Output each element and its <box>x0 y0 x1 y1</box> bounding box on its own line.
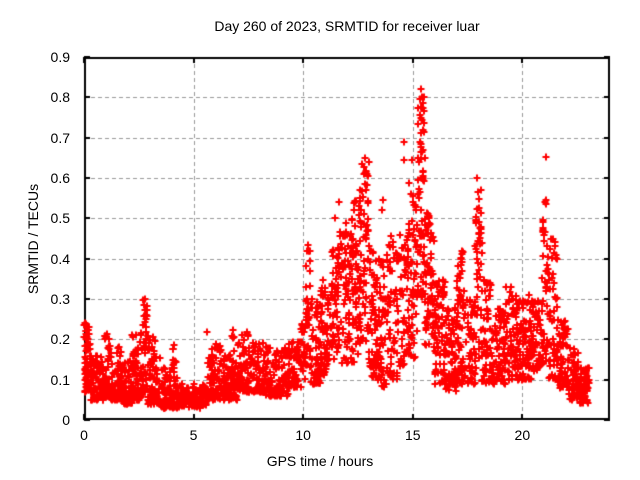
y-axis-label: SRMTID / TECUs <box>25 183 41 295</box>
chart-title: Day 260 of 2023, SRMTID for receiver lua… <box>214 18 480 34</box>
x-tick-label: 15 <box>404 427 421 443</box>
y-tick-label: 0.3 <box>50 291 70 307</box>
y-tick-label: 0.2 <box>50 331 70 348</box>
x-axis-label: GPS time / hours <box>266 453 374 469</box>
x-tick-label: 0 <box>80 427 88 443</box>
y-tick-label: 0.4 <box>50 250 70 267</box>
y-tick-label: 0.9 <box>50 49 70 65</box>
y-tick-label: 0 <box>62 412 70 428</box>
y-tick-label: 0.1 <box>50 371 70 388</box>
y-tick-label: 0.5 <box>50 210 70 227</box>
y-tick-label: 0.7 <box>50 129 70 146</box>
x-tick-label: 5 <box>189 427 198 443</box>
x-tick-label: 10 <box>295 427 311 443</box>
y-tick-label: 0.6 <box>50 170 70 186</box>
y-tick-label: 0.8 <box>50 89 70 106</box>
x-tick-label: 20 <box>514 427 531 443</box>
